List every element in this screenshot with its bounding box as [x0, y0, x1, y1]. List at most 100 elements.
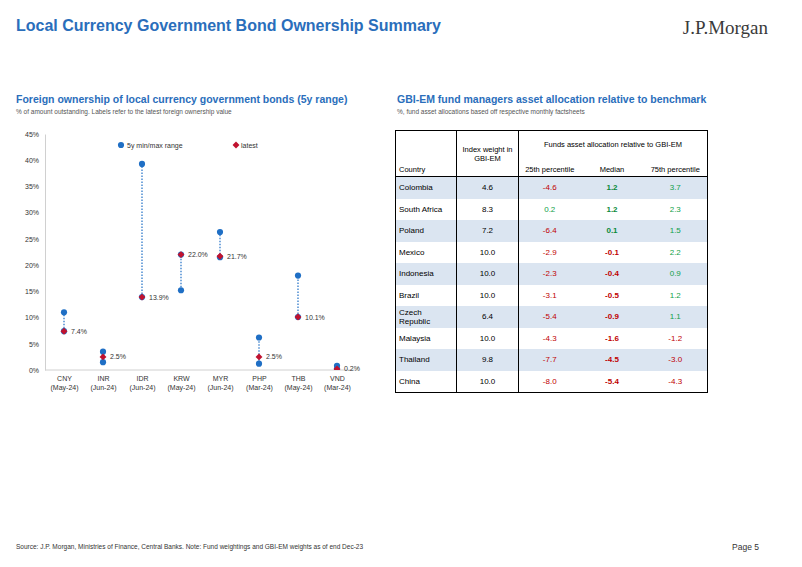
- value-cell: 9.8: [457, 349, 519, 371]
- x-tick: INR(Jun-24): [90, 370, 116, 392]
- value-cell: -0.1: [581, 242, 644, 264]
- y-tick-label: 15%: [25, 288, 39, 295]
- x-tick: KRW(May-24): [167, 370, 195, 392]
- value-cell: 1.2: [644, 285, 708, 307]
- range-max: [139, 161, 145, 167]
- country-cell: Czech Republic: [396, 306, 457, 328]
- y-tick: 15%: [25, 288, 45, 295]
- y-tick-label: 0%: [29, 367, 39, 374]
- y-tick: 45%: [25, 131, 45, 138]
- table-row: Malaysia10.0-4.3-1.6-1.2: [396, 328, 708, 350]
- country-cell: Brazil: [396, 285, 457, 307]
- value-cell: 6.4: [457, 306, 519, 328]
- x-tick-label: VND(Mar-24): [324, 375, 351, 392]
- data-label: 10.1%: [305, 314, 325, 321]
- value-cell: -4.3: [519, 328, 581, 350]
- value-cell: 10.0: [457, 285, 519, 307]
- value-cell: -1.2: [644, 328, 708, 350]
- value-cell: 1.2: [581, 199, 644, 221]
- range-max: [217, 229, 223, 235]
- latest-marker: [61, 328, 68, 335]
- country-cell: Poland: [396, 220, 457, 242]
- table-row: Brazil10.0-3.1-0.51.2: [396, 285, 708, 307]
- table-row: Poland7.2-6.40.11.5: [396, 220, 708, 242]
- range-line: [297, 276, 298, 317]
- logo: J.P.Morgan: [683, 17, 769, 38]
- table-subtitle: %, fund asset allocations based off resp…: [397, 108, 586, 116]
- x-tick: THB(May-24): [284, 370, 312, 392]
- range-min: [139, 294, 145, 300]
- x-tick: CNY(May-24): [50, 370, 78, 392]
- legend-label: 5y min/max range: [127, 142, 183, 150]
- y-tick: 10%: [25, 314, 45, 321]
- x-axis: CNY(May-24) INR(Jun-24) IDR(Jun-24) KRW(May…: [45, 370, 357, 392]
- table-row: Indonesia10.0-2.3-0.40.9: [396, 263, 708, 285]
- value-cell: 2.2: [644, 242, 708, 264]
- x-tick: VND(Mar-24): [324, 370, 351, 392]
- data-label: 2.5%: [266, 353, 282, 360]
- value-cell: -5.4: [581, 371, 644, 393]
- country-cell: China: [396, 371, 457, 393]
- y-tick-label: 5%: [29, 341, 39, 348]
- x-tick-label: IDR(Jun-24): [129, 375, 155, 392]
- y-axis-line: [45, 135, 46, 371]
- y-tick-label: 10%: [25, 314, 39, 321]
- range-line: [180, 255, 181, 291]
- range-max: [178, 252, 184, 258]
- value-cell: -4.6: [519, 177, 581, 199]
- y-tick: 35%: [25, 183, 45, 190]
- value-cell: 10.0: [457, 242, 519, 264]
- range-max: [61, 309, 67, 315]
- latest-marker: [178, 251, 185, 258]
- latest-marker: [139, 294, 146, 301]
- source-note: Source: J.P. Morgan, Ministries of Finan…: [16, 543, 363, 551]
- y-tick: 5%: [29, 341, 45, 348]
- value-cell: 0.1: [581, 220, 644, 242]
- table-row: Czech Republic6.4-5.4-0.91.1: [396, 306, 708, 328]
- column-header: Country: [396, 131, 457, 177]
- page-title: Local Currency Government Bond Ownership…: [16, 17, 441, 34]
- country-cell: Mexico: [396, 242, 457, 264]
- latest-marker: [295, 314, 302, 321]
- page-number: Page 5: [732, 542, 759, 552]
- x-axis-line: [45, 370, 357, 371]
- value-cell: -0.4: [581, 263, 644, 285]
- value-cell: 7.2: [457, 220, 519, 242]
- range-max: [256, 334, 262, 340]
- data-label: 2.5%: [110, 353, 126, 360]
- range-min: [61, 328, 67, 334]
- country-cell: Malaysia: [396, 328, 457, 350]
- legend-label: latest: [241, 142, 258, 149]
- table-row: South Africa8.30.21.22.3: [396, 199, 708, 221]
- data-labels: 7.4%2.5%13.9%22.0%21.7%2.5%10.1%0.2%: [71, 251, 360, 372]
- table-row: Thailand9.8-7.7-4.5-3.0: [396, 349, 708, 371]
- latest-marker: [217, 253, 224, 260]
- value-cell: -2.3: [519, 263, 581, 285]
- value-cell: 10.0: [457, 263, 519, 285]
- column-header: 75th percentile: [644, 157, 708, 177]
- y-tick-label: 25%: [25, 236, 39, 243]
- y-tick-label: 20%: [25, 262, 39, 269]
- x-tick: MYR(Jun-24): [207, 370, 233, 392]
- value-cell: -0.9: [581, 306, 644, 328]
- table-row: Mexico10.0-2.9-0.12.2: [396, 242, 708, 264]
- value-cell: 1.2: [581, 177, 644, 199]
- y-tick-label: 40%: [25, 157, 39, 164]
- value-cell: -8.0: [519, 371, 581, 393]
- latest-marker: [334, 365, 341, 370]
- x-tick-label: THB(May-24): [284, 375, 312, 392]
- data-label: 0.2%: [344, 365, 360, 372]
- country-cell: Indonesia: [396, 263, 457, 285]
- legend-marker: [118, 142, 124, 148]
- latest-marker: [256, 353, 263, 360]
- header-row: 25th percentileMedian75th percentile: [396, 157, 708, 177]
- data-label: 21.7%: [227, 253, 247, 260]
- y-tick: 40%: [25, 157, 45, 164]
- table-row: China10.0-8.0-5.4-4.3: [396, 371, 708, 393]
- range-min: [295, 314, 301, 320]
- value-cell: 4.6: [457, 177, 519, 199]
- value-cell: 0.2: [519, 199, 581, 221]
- column-header: Median: [581, 157, 644, 177]
- value-cell: -6.4: [519, 220, 581, 242]
- value-cell: 10.0: [457, 328, 519, 350]
